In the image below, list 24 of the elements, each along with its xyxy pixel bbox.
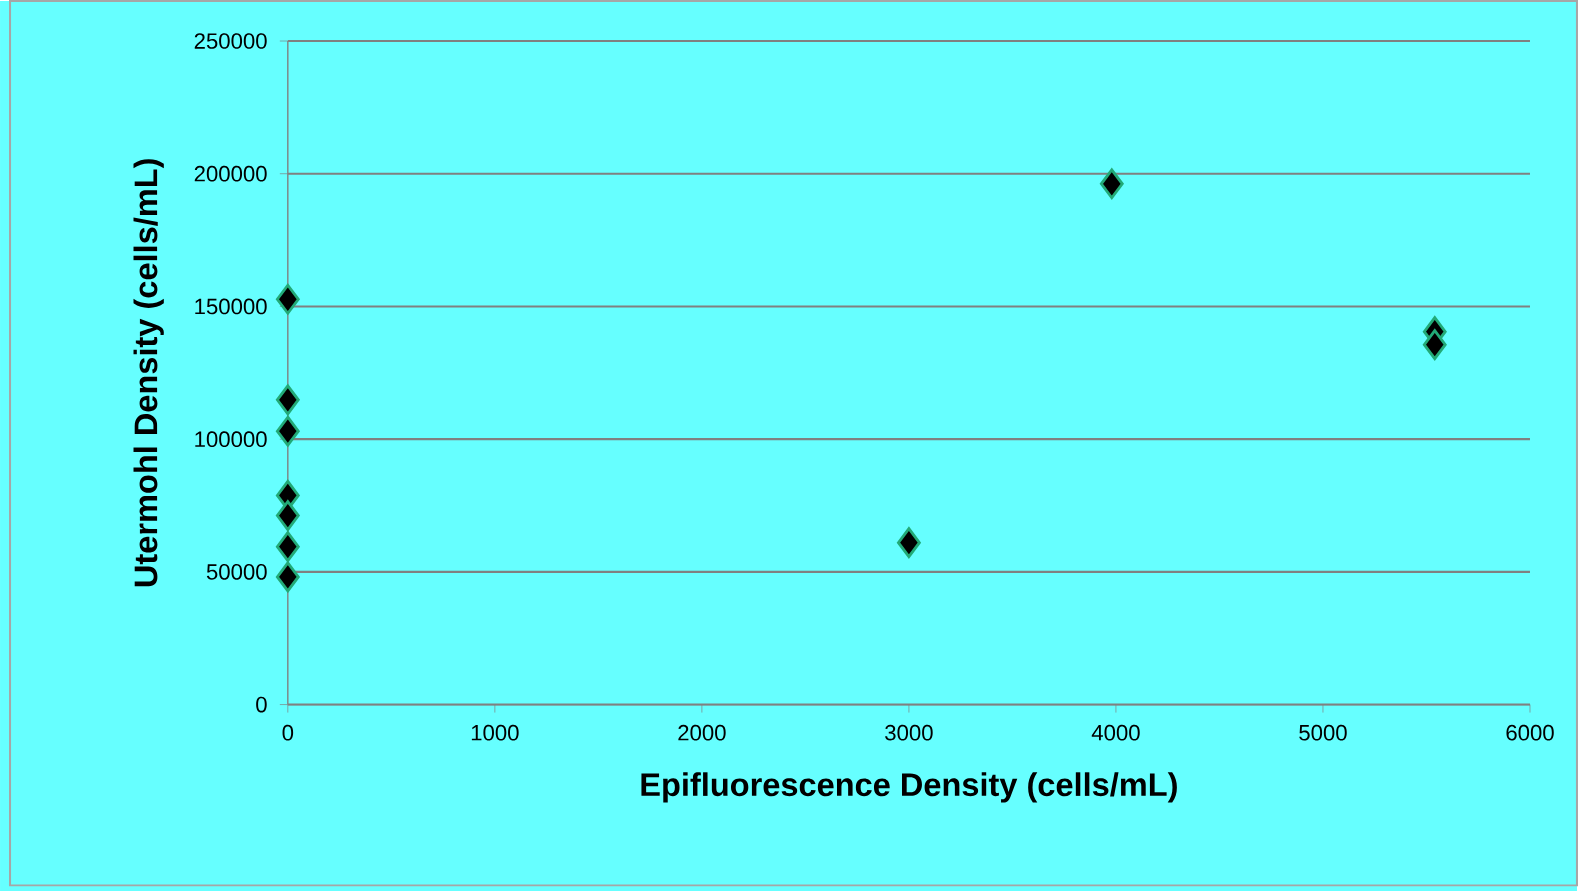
- point: [275, 415, 300, 447]
- point: [275, 531, 300, 562]
- y-tick-label: 50000: [206, 563, 267, 580]
- point: [275, 499, 300, 531]
- point: [897, 527, 921, 558]
- x-tick-label: 4000: [1091, 724, 1140, 741]
- y-tick-label: 100000: [195, 431, 267, 447]
- y-tick-label: 200000: [194, 165, 267, 182]
- x-tick-label: 1000: [471, 724, 519, 741]
- point: [275, 384, 300, 416]
- point: [275, 561, 300, 593]
- y-tick-label: 0: [256, 696, 267, 713]
- x-tick-label: 6000: [1506, 724, 1554, 741]
- point: [1422, 329, 1447, 360]
- y-tick-label: 150000: [195, 298, 267, 315]
- x-tick-label: 3000: [885, 724, 933, 741]
- point: [275, 283, 300, 315]
- x-axis-title: Epifluorescence Density (cells/mL): [641, 772, 1177, 803]
- x-tick-label: 5000: [1299, 724, 1347, 741]
- point: [1099, 168, 1124, 199]
- x-tick-label: 2000: [678, 724, 726, 741]
- x-tick-label: 0: [282, 724, 294, 741]
- y-tick-label: 250000: [194, 32, 267, 49]
- y-axis-title: Utermohl Density (cells/mL): [133, 158, 164, 586]
